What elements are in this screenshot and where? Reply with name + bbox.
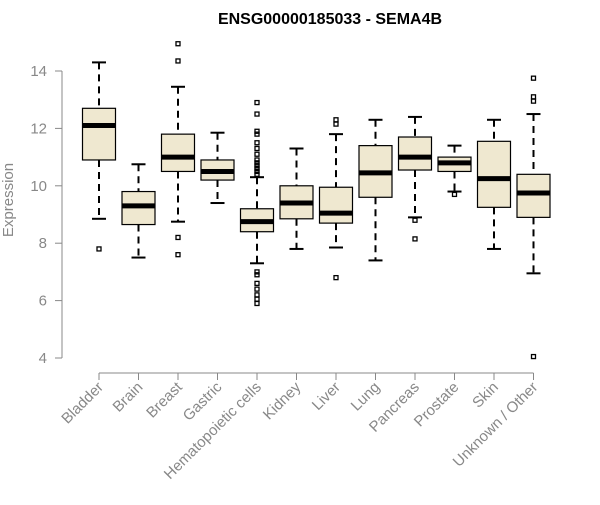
outlier-point: [254, 171, 260, 177]
outlier-point: [254, 157, 260, 163]
y-tick-label: 10: [30, 178, 47, 195]
x-tick-label: Liver: [309, 379, 344, 414]
box-group: [318, 117, 354, 281]
outlier-point: [254, 269, 260, 275]
outlier-point: [254, 296, 260, 302]
x-tick-label: Skin: [469, 379, 502, 412]
x-tick-label: Bladder: [58, 379, 107, 428]
outlier-point: [451, 191, 458, 198]
outlier-point: [96, 246, 102, 252]
box-iqr: [476, 140, 512, 208]
y-tick-label: 12: [30, 120, 47, 137]
y-tick-label: 8: [39, 235, 47, 252]
outlier-point: [175, 252, 181, 258]
outlier-point: [333, 117, 339, 123]
x-tick-label: Kidney: [260, 378, 305, 423]
box-group: [239, 99, 275, 307]
outlier-point: [254, 151, 260, 157]
outlier-point: [254, 131, 260, 137]
box-group: [358, 118, 393, 262]
box-group: [476, 118, 512, 250]
box-group: [200, 131, 235, 205]
box-group: [397, 115, 433, 242]
chart-title: ENSG00000185033 - SEMA4B: [218, 11, 442, 28]
outlier-point: [530, 353, 537, 360]
box-iqr: [318, 186, 354, 224]
x-tick-label: Lung: [348, 379, 384, 415]
outlier-point: [530, 94, 537, 100]
box-iqr: [516, 173, 551, 218]
outlier-point: [254, 286, 260, 292]
outlier-point: [333, 121, 339, 127]
outlier-point: [333, 274, 339, 281]
outlier-point: [254, 280, 260, 287]
box-iqr: [397, 136, 433, 171]
y-tick-label: 14: [30, 63, 47, 80]
outlier-point: [254, 140, 260, 146]
outlier-point: [254, 292, 260, 298]
box-iqr: [81, 107, 117, 161]
outlier-point: [254, 272, 260, 278]
outlier-point: [254, 300, 260, 307]
x-tick-label: Brain: [110, 379, 147, 416]
outlier-point: [175, 234, 181, 241]
outlier-point: [412, 217, 418, 223]
box-group: [516, 75, 551, 360]
outlier-point: [530, 75, 537, 81]
outlier-point: [254, 165, 260, 172]
outlier-point: [254, 163, 260, 169]
outlier-point: [175, 58, 181, 64]
outlier-point: [254, 111, 260, 117]
box-group: [279, 147, 314, 250]
y-tick-label: 4: [39, 350, 47, 367]
box-group: [437, 144, 472, 198]
y-tick-label: 6: [39, 293, 47, 310]
y-axis-label: Expression: [0, 163, 17, 237]
box-series: [81, 41, 551, 360]
outlier-point: [254, 160, 260, 166]
outlier-point: [175, 41, 181, 47]
outlier-point: [254, 145, 260, 152]
x-tick-label: Breast: [143, 378, 186, 421]
outlier-point: [412, 236, 418, 242]
box-group: [160, 41, 196, 258]
y-axis: 4 6 8 10 12 14: [30, 63, 63, 367]
box-group: [121, 163, 156, 259]
outlier-point: [530, 98, 537, 104]
outlier-point: [254, 128, 260, 134]
box-group: [81, 61, 117, 252]
outlier-point: [254, 168, 260, 175]
outlier-point: [254, 99, 260, 106]
box-iqr: [160, 133, 196, 173]
